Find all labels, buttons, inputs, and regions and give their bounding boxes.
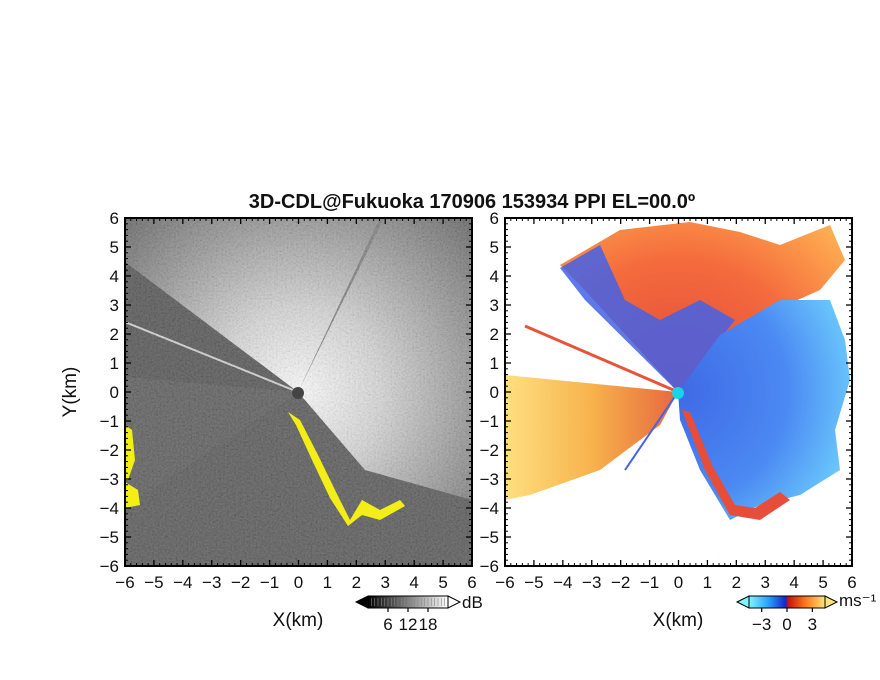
snr-xtick-label: 4	[409, 573, 418, 592]
velocity-ytick-label: 4	[490, 267, 499, 286]
velocity-ytick-label: 0	[490, 383, 499, 402]
velocity-xtick-label: 3	[761, 573, 770, 592]
velocity-xtick-label: 0	[674, 573, 683, 592]
snr-xtick-label: 3	[381, 573, 390, 592]
snr-ytick-label: −6	[100, 557, 119, 576]
velocity-colorbar-tick-label: 0	[782, 615, 791, 634]
velocity-ytick-label: −2	[480, 441, 499, 460]
snr-xtick-label: −3	[202, 573, 221, 592]
snr-xtick-label: −6	[115, 573, 134, 592]
snr-xtick-label: 2	[352, 573, 361, 592]
snr-colorbar-tick-label: 12	[399, 615, 418, 634]
snr-ylabel: Y(km)	[60, 367, 81, 418]
snr-xtick-label: −2	[231, 573, 250, 592]
snr-xtick-label: 0	[294, 573, 303, 592]
velocity-colorbar: −3 0 3 ms⁻¹	[735, 591, 877, 634]
snr-ytick-label: 2	[110, 325, 119, 344]
velocity-xtick-label: −1	[640, 573, 659, 592]
velocity-ytick-label: 5	[490, 238, 499, 257]
velocity-ytick-label: −6	[480, 557, 499, 576]
velocity-xtick-label: 5	[818, 573, 827, 592]
snr-colorbar-ticks: 6 12 18	[371, 598, 445, 634]
snr-colorbar-left-arrow	[354, 595, 369, 609]
snr-heatmap	[125, 218, 472, 566]
snr-ytick-label: −2	[100, 441, 119, 460]
snr-xtick-label: 5	[438, 573, 447, 592]
velocity-ytick-label: −5	[480, 528, 499, 547]
snr-xtick-label: −5	[144, 573, 163, 592]
velocity-ytick-label: −3	[480, 470, 499, 489]
snr-colorbar-unit: dB	[462, 593, 483, 612]
snr-ytick-label: −5	[100, 528, 119, 547]
snr-radar-center	[292, 387, 304, 399]
velocity-ytick-label: 2	[490, 325, 499, 344]
velocity-xtick-label: −6	[495, 573, 514, 592]
velocity-xlabel: X(km)	[653, 610, 704, 631]
velocity-colorbar-ticks: −3 0 3	[752, 608, 817, 634]
snr-ytick-label: −4	[100, 499, 119, 518]
snr-ytick-label: 3	[110, 296, 119, 315]
velocity-xtick-label: −3	[582, 573, 601, 592]
snr-ytick-label: −1	[100, 412, 119, 431]
velocity-xtick-label: 4	[789, 573, 798, 592]
velocity-xtick-label: 1	[703, 573, 712, 592]
velocity-radar-center	[672, 387, 684, 399]
snr-ytick-label: 1	[110, 354, 119, 373]
figure-title: 3D-CDL@Fukuoka 170906 153934 PPI EL=00.0…	[249, 191, 695, 213]
velocity-colorbar-right-arrow	[824, 595, 839, 609]
velocity-xtick-label: −4	[553, 573, 572, 592]
velocity-ytick-label: −4	[480, 499, 499, 518]
snr-xlabel: X(km)	[273, 610, 324, 631]
snr-colorbar-right-arrow	[447, 595, 462, 609]
velocity-heatmap	[505, 218, 852, 566]
snr-colorbar-tick-label: 18	[419, 615, 438, 634]
snr-ytick-label: 0	[110, 383, 119, 402]
snr-xtick-label: −1	[260, 573, 279, 592]
snr-missing-mask	[288, 412, 405, 526]
velocity-xtick-label: −5	[524, 573, 543, 592]
velocity-ytick-label: −1	[480, 412, 499, 431]
velocity-colorbar-tick-label: 3	[808, 615, 817, 634]
snr-xtick-label: 1	[323, 573, 332, 592]
velocity-ytick-label: 6	[490, 209, 499, 228]
velocity-xtick-label: 6	[847, 573, 856, 592]
snr-missing-mask-west	[125, 425, 140, 508]
velocity-colorbar-unit: ms⁻¹	[839, 591, 877, 610]
velocity-colorbar-tick-label: −3	[752, 615, 771, 634]
snr-xtick-label: −4	[173, 573, 192, 592]
snr-colorbar-tick-label: 6	[383, 615, 392, 634]
velocity-ytick-label: 1	[490, 354, 499, 373]
velocity-colorbar-left-arrow	[735, 595, 750, 609]
snr-ytick-label: −3	[100, 470, 119, 489]
velocity-xtick-label: −2	[611, 573, 630, 592]
velocity-ytick-label: 3	[490, 296, 499, 315]
snr-ytick-label: 6	[110, 209, 119, 228]
velocity-xtick-label: 2	[732, 573, 741, 592]
velocity-colorbar-bar	[748, 595, 826, 609]
snr-ytick-label: 4	[110, 267, 119, 286]
snr-xtick-label: 6	[467, 573, 476, 592]
snr-ytick-label: 5	[110, 238, 119, 257]
snr-colorbar: 6 12 18 dB	[354, 593, 483, 634]
